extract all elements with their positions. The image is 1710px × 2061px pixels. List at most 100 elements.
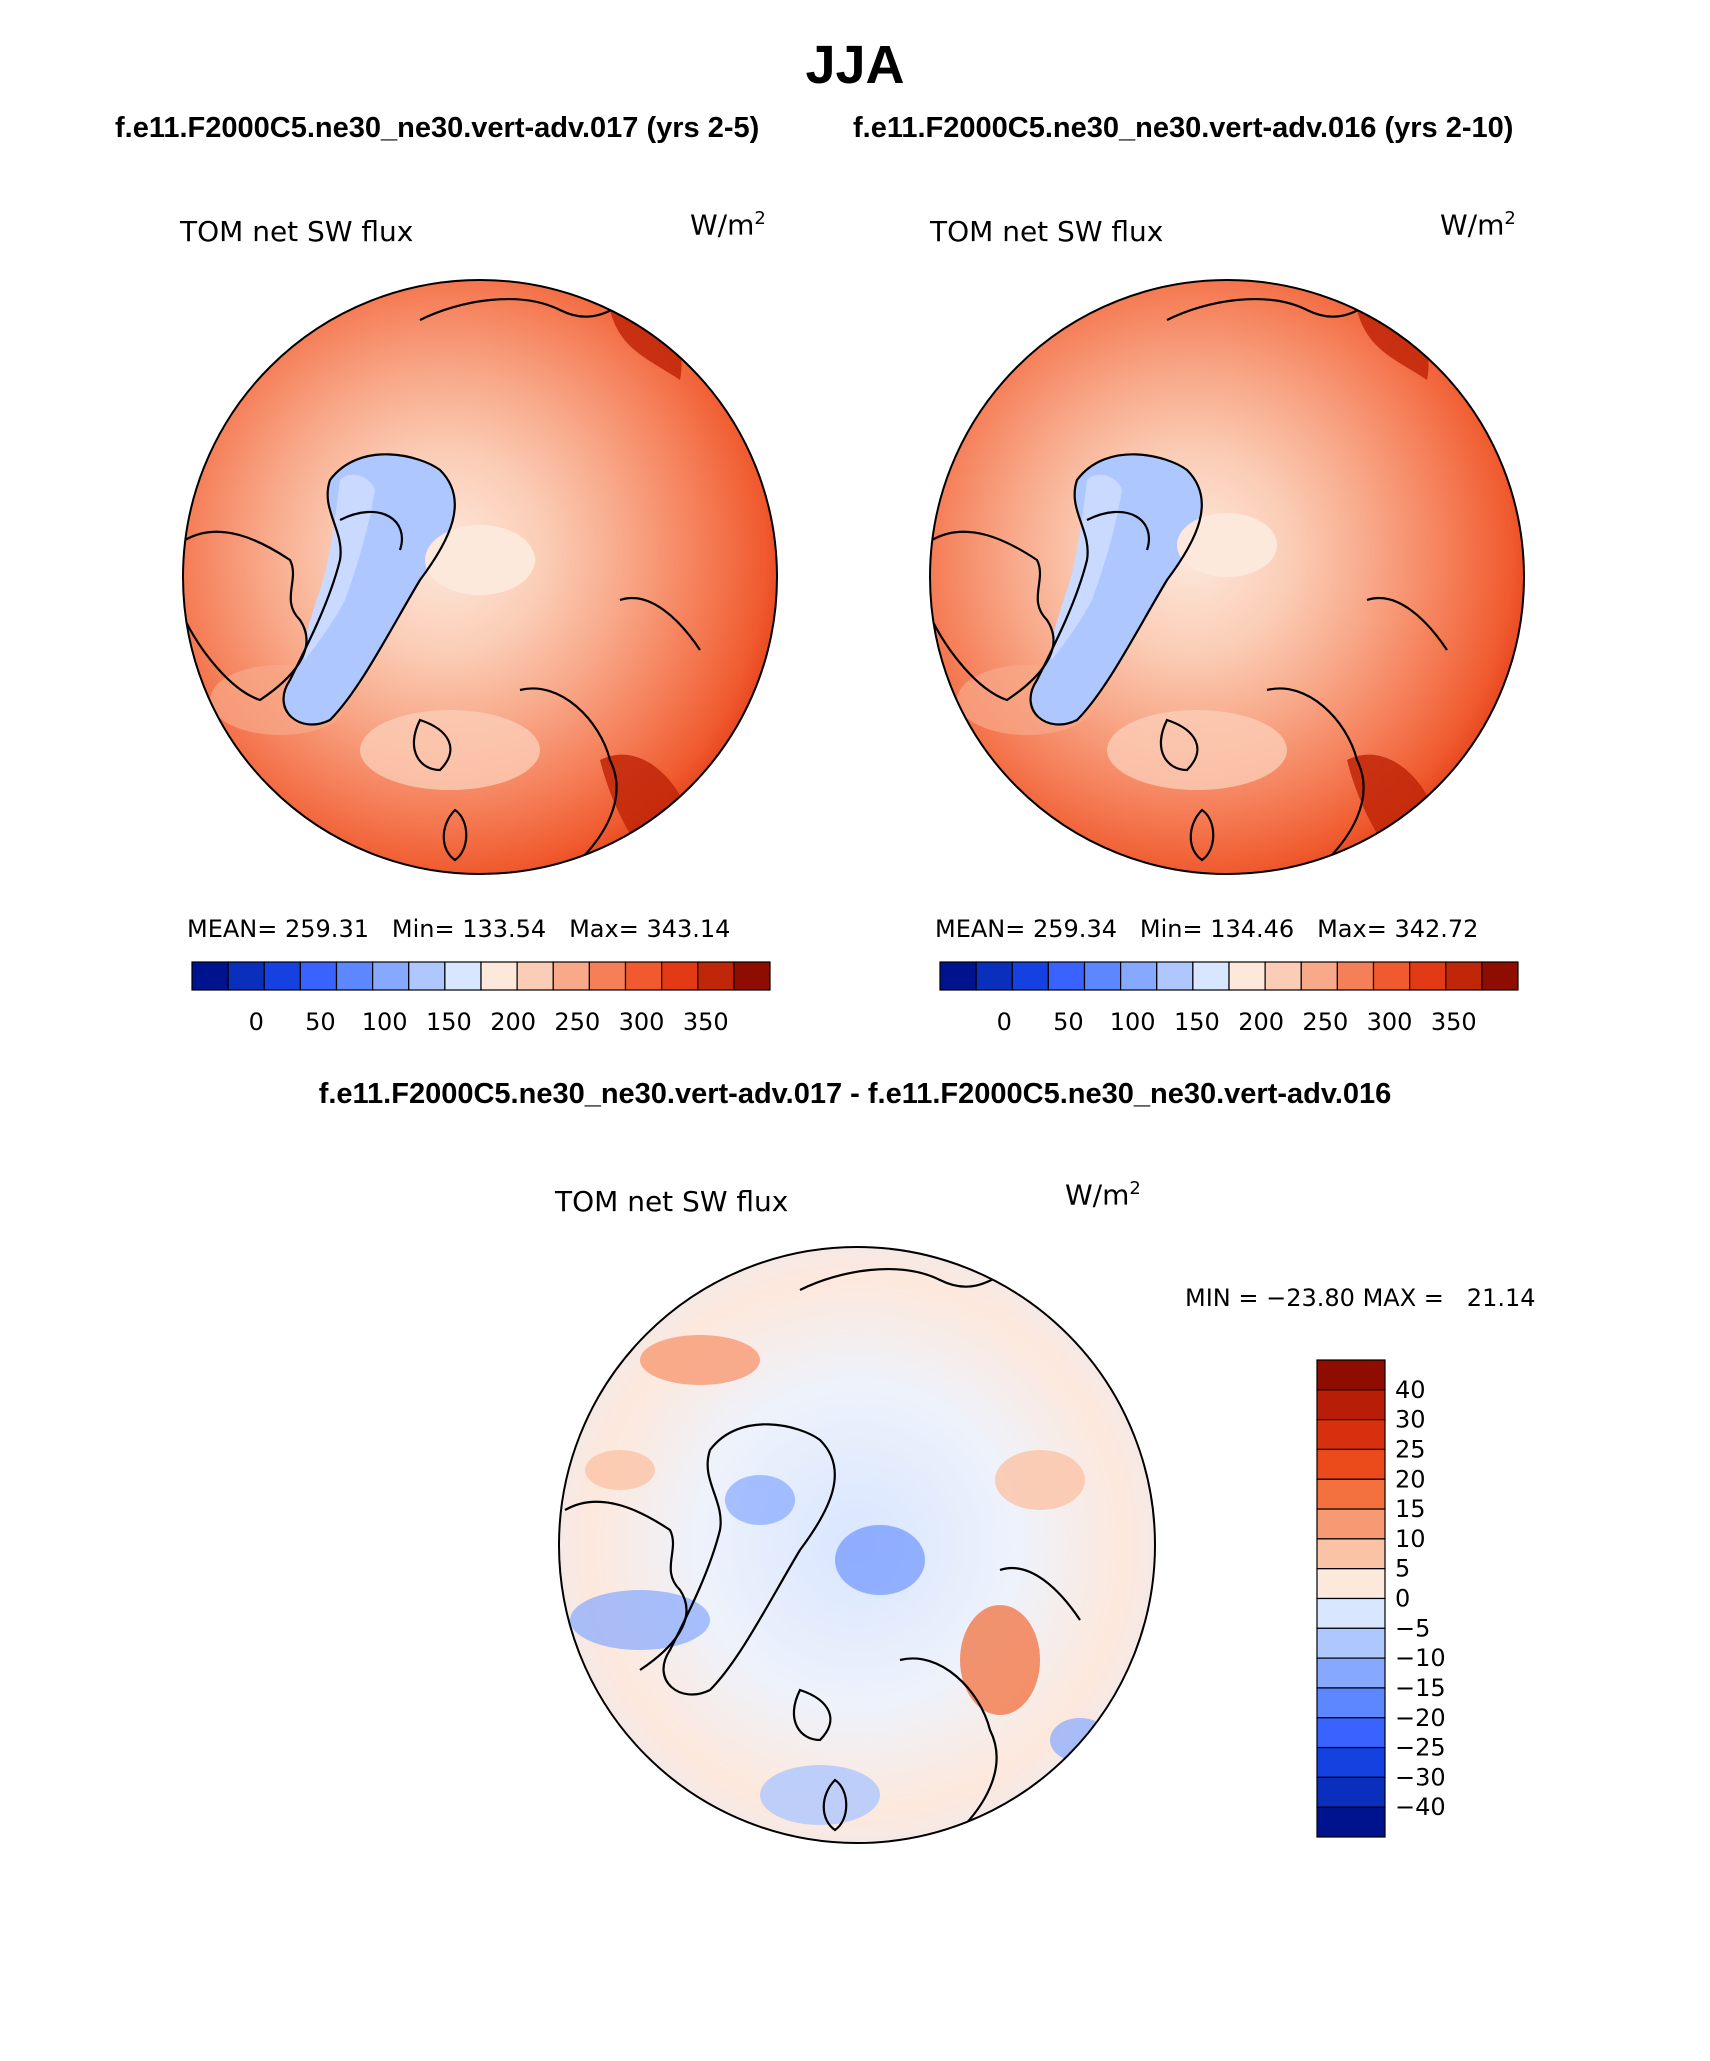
difference-colorbar-box xyxy=(1316,1746,1386,1778)
difference-colorbar-tick-label: 0 xyxy=(1395,1585,1410,1613)
left-colorbar-box xyxy=(733,961,771,991)
left-max-label: Max= xyxy=(569,915,639,943)
difference-colorbar-box xyxy=(1316,1359,1386,1391)
right-map xyxy=(929,279,1525,875)
difference-colorbar-tick-label: 40 xyxy=(1395,1376,1426,1404)
right-colorbar-box xyxy=(1481,961,1519,991)
right-colorbar-box xyxy=(1156,961,1194,991)
diff-stats: MIN = −23.80 MAX = 21.14 xyxy=(1185,1284,1536,1312)
right-colorbar-box xyxy=(939,961,977,991)
right-units-label: W/m2 xyxy=(1440,208,1516,242)
left-colorbar-box xyxy=(263,961,301,991)
difference-colorbar-tick-label: −10 xyxy=(1395,1644,1446,1672)
left-colorbar: 0 50 100 150 200 250 300 350 xyxy=(191,961,771,1036)
figure-title: JJA xyxy=(805,35,905,95)
right-min-label: Min= xyxy=(1139,915,1203,943)
left-colorbar-tick-label: 350 xyxy=(683,1008,729,1036)
left-colorbar-box xyxy=(408,961,446,991)
left-colorbar-box xyxy=(661,961,699,991)
left-colorbar-box xyxy=(697,961,735,991)
difference-colorbar-box xyxy=(1316,1627,1386,1659)
difference-colorbar-box xyxy=(1316,1538,1386,1570)
right-colorbar: 0 50 100 150 200 250 300 350 xyxy=(939,961,1519,1036)
left-colorbar-box xyxy=(191,961,229,991)
left-map xyxy=(182,279,778,875)
left-colorbar-tick-label: 300 xyxy=(619,1008,665,1036)
left-colorbar-box xyxy=(227,961,265,991)
difference-colorbar-tick-label: 20 xyxy=(1395,1465,1426,1493)
left-min-value: 133.54 xyxy=(462,915,547,943)
left-min-label: Min= xyxy=(391,915,455,943)
difference-colorbar-tick-label: 5 xyxy=(1395,1555,1410,1583)
right-colorbar-box xyxy=(1264,961,1302,991)
right-colorbar-box xyxy=(1300,961,1338,991)
difference-colorbar-box xyxy=(1316,1597,1386,1629)
difference-colorbar-tick-label: −20 xyxy=(1395,1704,1446,1732)
difference-colorbar-box xyxy=(1316,1478,1386,1510)
left-colorbar-box xyxy=(372,961,410,991)
diff-max-value: 21.14 xyxy=(1466,1284,1536,1312)
right-mean-value: 259.34 xyxy=(1033,915,1117,943)
right-colorbar-tick-label: 150 xyxy=(1174,1008,1220,1036)
diff-min-label: MIN = xyxy=(1185,1284,1259,1312)
left-colorbar-tick-label: 100 xyxy=(362,1008,408,1036)
right-colorbar-box xyxy=(1409,961,1447,991)
difference-colorbar-box xyxy=(1316,1717,1386,1749)
left-stats: MEAN= 259.31 Min= 133.54 Max= 343.14 xyxy=(187,915,730,943)
right-colorbar-tick-label: 350 xyxy=(1431,1008,1477,1036)
right-stats: MEAN= 259.34 Min= 134.46 Max= 342.72 xyxy=(935,915,1478,943)
difference-colorbar-tick-label: 25 xyxy=(1395,1435,1426,1463)
right-colorbar-tick-label: 100 xyxy=(1110,1008,1156,1036)
difference-colorbar-tick-label: −40 xyxy=(1395,1793,1446,1821)
diff-min-value: −23.80 xyxy=(1266,1284,1355,1312)
difference-colorbar-box xyxy=(1316,1568,1386,1600)
right-colorbar-tick-label: 300 xyxy=(1367,1008,1413,1036)
difference-colorbar-box xyxy=(1316,1389,1386,1421)
right-colorbar-box xyxy=(1083,961,1122,991)
left-mean-value: 259.31 xyxy=(285,915,369,943)
left-units-label: W/m2 xyxy=(690,208,766,242)
difference-colorbar-box xyxy=(1316,1776,1386,1808)
difference-colorbar-tick-label: −5 xyxy=(1395,1614,1430,1642)
difference-colorbar-tick-label: −30 xyxy=(1395,1763,1446,1791)
diff-max-label: MAX = xyxy=(1362,1284,1444,1312)
left-colorbar-box xyxy=(624,961,663,991)
right-colorbar-box xyxy=(1192,961,1230,991)
left-run-title: f.e11.F2000C5.ne30_ne30.vert-adv.017 (yr… xyxy=(115,112,760,144)
left-colorbar-box xyxy=(335,961,374,991)
difference-colorbar-box xyxy=(1316,1806,1386,1838)
diff-units-label: W/m2 xyxy=(1065,1178,1141,1212)
difference-colorbar-box xyxy=(1316,1687,1386,1719)
difference-colorbar-tick-label: 15 xyxy=(1395,1495,1426,1523)
left-colorbar-tick-label: 200 xyxy=(490,1008,536,1036)
difference-colorbar-box xyxy=(1316,1419,1386,1451)
right-max-value: 342.72 xyxy=(1394,915,1479,943)
diff-variable-label: TOM net SW flux xyxy=(555,1185,789,1218)
right-min-value: 134.46 xyxy=(1210,915,1295,943)
right-colorbar-box xyxy=(1445,961,1483,991)
left-colorbar-box xyxy=(480,961,518,991)
left-colorbar-tick-label: 250 xyxy=(554,1008,600,1036)
difference-colorbar-tick-label: −25 xyxy=(1395,1734,1446,1762)
right-run-title: f.e11.F2000C5.ne30_ne30.vert-adv.016 (yr… xyxy=(853,112,1514,144)
right-colorbar-box xyxy=(1047,961,1086,991)
difference-colorbar-box xyxy=(1316,1508,1386,1540)
difference-colorbar-tick-label: 30 xyxy=(1395,1406,1426,1434)
right-colorbar-tick-label: 0 xyxy=(997,1008,1012,1036)
right-mean-label: MEAN= xyxy=(935,915,1026,943)
left-colorbar-box xyxy=(444,961,482,991)
right-colorbar-box xyxy=(1120,961,1158,991)
right-colorbar-box xyxy=(1011,961,1049,991)
left-max-value: 343.14 xyxy=(646,915,731,943)
right-colorbar-box xyxy=(1228,961,1266,991)
right-colorbar-box xyxy=(1336,961,1375,991)
left-colorbar-box xyxy=(299,961,338,991)
difference-colorbar-box xyxy=(1316,1657,1386,1689)
left-colorbar-box xyxy=(516,961,554,991)
left-variable-label: TOM net SW flux xyxy=(180,215,414,248)
difference-colorbar-box xyxy=(1316,1448,1386,1480)
right-variable-label: TOM net SW flux xyxy=(930,215,1164,248)
right-colorbar-box xyxy=(1372,961,1411,991)
